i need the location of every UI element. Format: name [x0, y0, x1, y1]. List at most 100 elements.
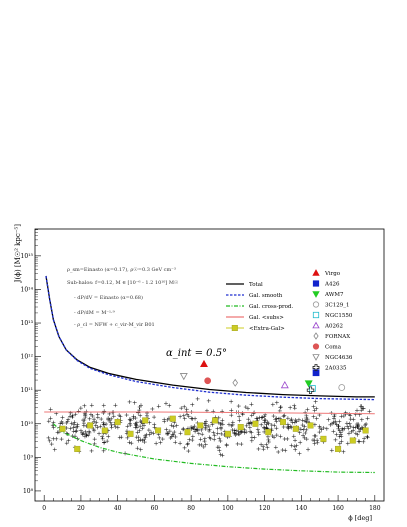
background-halo-marker [156, 404, 161, 409]
background-halo-marker [182, 404, 187, 409]
background-halo-marker [101, 420, 106, 425]
background-halo-marker [101, 440, 106, 445]
background-halo-marker [312, 408, 317, 413]
background-halo-marker [285, 416, 290, 421]
background-halo-marker [236, 404, 241, 409]
background-halo-marker [331, 429, 336, 434]
background-halo-marker [282, 436, 287, 441]
background-halo-marker [219, 426, 224, 431]
background-halo-marker [276, 416, 281, 421]
background-halo-marker [106, 434, 111, 439]
background-halo-marker [302, 424, 307, 429]
legend-label-a426: A426 [324, 282, 340, 288]
background-halo-marker [304, 415, 309, 420]
extragal-marker [127, 430, 134, 437]
background-halo-marker [278, 405, 283, 410]
legend-label-ngc1550: NGC1550 [325, 313, 353, 319]
background-halo-marker [137, 428, 142, 433]
background-halo-marker [99, 417, 104, 422]
background-halo-marker [220, 422, 225, 427]
background-halo-marker [246, 417, 251, 422]
background-halo-marker [297, 430, 302, 435]
y-tick-label: 10¹² [21, 354, 34, 361]
background-halo-marker [272, 423, 277, 428]
cluster-marker-ngc4636 [179, 373, 188, 381]
background-halo-marker [274, 426, 279, 431]
background-halo-marker [365, 434, 370, 439]
background-halo-marker [298, 427, 303, 432]
background-halo-marker [101, 448, 106, 453]
background-halo-marker [360, 406, 365, 411]
legend-label-total: Total [249, 282, 263, 288]
background-halo-marker [339, 434, 344, 439]
y-tick-label: 10⁹ [23, 454, 34, 461]
background-halo-marker [152, 425, 157, 430]
background-halo-marker [333, 419, 338, 424]
x-tick-label: 0 [42, 505, 46, 512]
background-halo-marker [365, 416, 370, 421]
background-halo-marker [337, 434, 342, 439]
background-halo-marker [82, 418, 87, 423]
background-halo-marker [172, 430, 177, 435]
background-halo-marker [343, 410, 348, 415]
y-tick-label: 10¹³ [21, 320, 34, 327]
background-halo-marker [87, 416, 92, 421]
background-halo-marker [109, 422, 114, 427]
extragal-marker [307, 422, 314, 429]
background-halo-marker [93, 423, 98, 428]
background-halo-marker [355, 424, 360, 429]
background-halo-marker [71, 425, 76, 430]
background-halo-marker [255, 427, 260, 432]
cluster-marker-a0262 [280, 381, 289, 389]
background-halo-marker [140, 438, 145, 443]
background-halo-marker [117, 413, 122, 418]
background-halo-marker [319, 427, 324, 432]
background-halo-marker [237, 418, 242, 423]
background-halo-marker [247, 425, 252, 430]
cluster-marker-virgo [200, 359, 208, 368]
cross-product-curve [52, 423, 375, 474]
background-halo-marker [337, 428, 342, 433]
background-halo-marker [92, 437, 97, 442]
extragal-marker [224, 430, 231, 437]
background-halo-marker [173, 440, 178, 445]
background-halo-marker [74, 428, 79, 433]
background-halo-marker [359, 417, 364, 422]
background-halo-marker [292, 420, 297, 425]
background-halo-marker [334, 432, 339, 437]
background-halo-marker [178, 441, 183, 446]
cluster-marker-awm7 [304, 380, 313, 388]
background-halo-marker [346, 431, 351, 436]
background-halo-marker [212, 437, 217, 442]
legend-marker-2a0335 [312, 364, 320, 371]
background-halo-marker [254, 416, 259, 421]
model-curves [44, 275, 375, 474]
extragal-marker [237, 424, 244, 431]
background-halo-marker [340, 427, 345, 432]
background-halo-marker [132, 400, 137, 405]
y-tick-label: 10¹⁴ [21, 286, 34, 293]
background-halo-marker [52, 447, 57, 452]
background-halo-marker [131, 414, 136, 419]
background-halo-marker [266, 440, 271, 445]
extragal-marker [252, 420, 259, 427]
background-halo-marker [347, 412, 352, 417]
background-halo-marker [73, 429, 78, 434]
background-halo-marker [345, 424, 350, 429]
background-halo-marker [263, 418, 268, 423]
background-halo-marker [72, 422, 77, 427]
background-halo-marker [113, 403, 118, 408]
background-halo-marker [171, 424, 176, 429]
background-halo-marker [190, 434, 195, 439]
background-halo-marker [106, 416, 111, 421]
background-halo-marker [92, 417, 97, 422]
background-halo-marker [305, 407, 310, 412]
background-halo-marker [324, 426, 329, 431]
background-halo-marker [173, 434, 178, 439]
background-halo-marker [358, 404, 363, 409]
annotation-line-5: - ρ_cl = NFW + c_vir-M_vir B01 [74, 322, 155, 328]
x-tick-label: 120 [259, 505, 271, 512]
background-halo-marker [48, 416, 53, 421]
background-halo-marker [300, 418, 305, 423]
